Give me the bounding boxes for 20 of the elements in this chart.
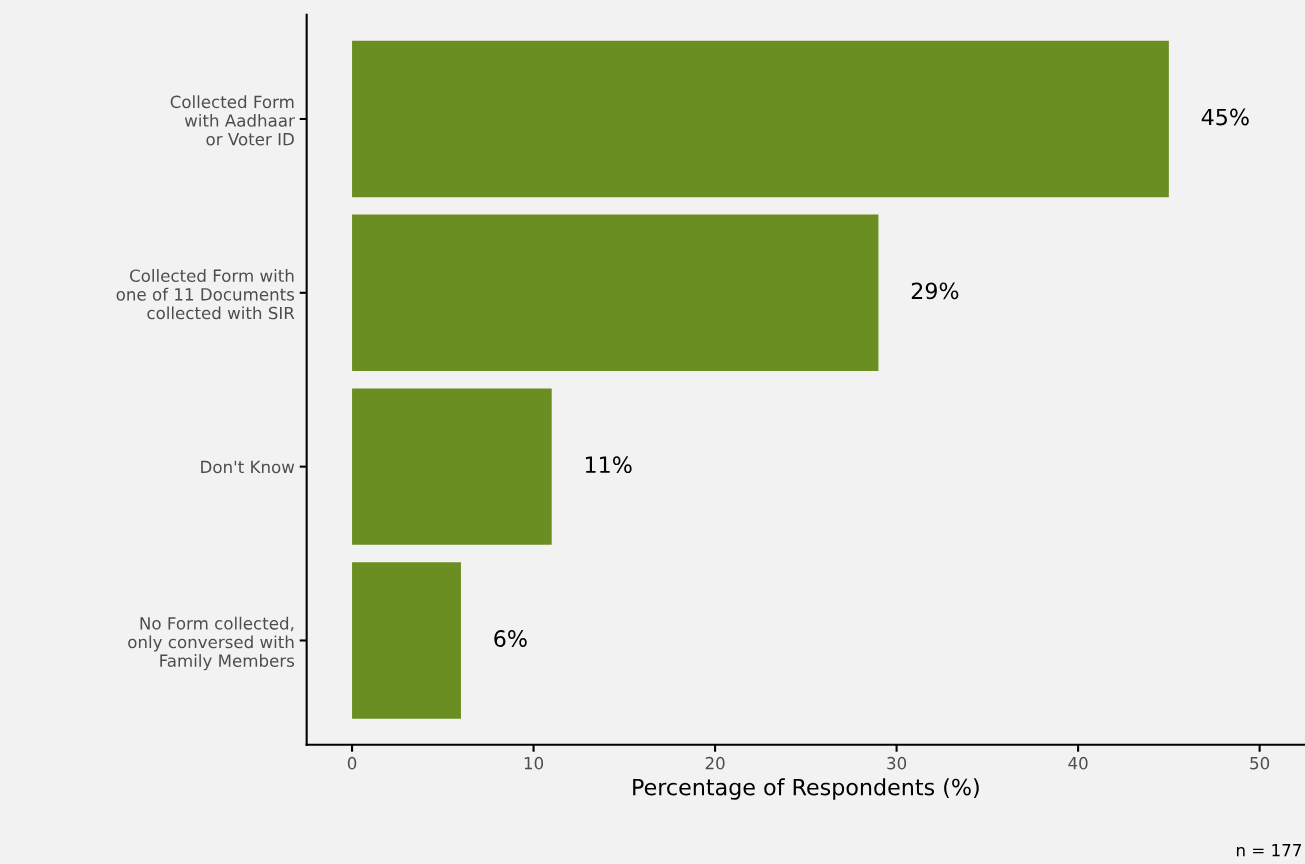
bar	[352, 214, 879, 372]
bar	[352, 40, 1169, 198]
data-label: 45%	[1201, 108, 1249, 126]
x-tick-label: 10	[524, 756, 544, 770]
x-tick-label: 40	[1068, 756, 1088, 770]
text: n = 177	[1236, 844, 1301, 857]
bar	[352, 562, 461, 719]
bar	[352, 388, 552, 545]
y-tick-label: Collected Form with Aadhaar or Voter ID	[170, 95, 295, 146]
data-label: 6%	[494, 630, 527, 647]
y-tick-label: Collected Form with one of 11 Documents collected with SIR	[116, 269, 295, 320]
x-axis-title: Percentage of Respondents (%)	[633, 778, 979, 800]
data-label: 29%	[911, 282, 959, 300]
y-tick-label: No Form collected, only conversed with Family Members	[128, 616, 295, 671]
x-tick-label: 50	[1250, 756, 1270, 770]
x-tick-label: 20	[705, 756, 725, 770]
x-tick-label: 0	[347, 756, 357, 770]
x-tick-label: 30	[887, 756, 907, 770]
y-tick-label: Don't Know	[201, 460, 295, 474]
data-label: 11%	[585, 456, 632, 474]
